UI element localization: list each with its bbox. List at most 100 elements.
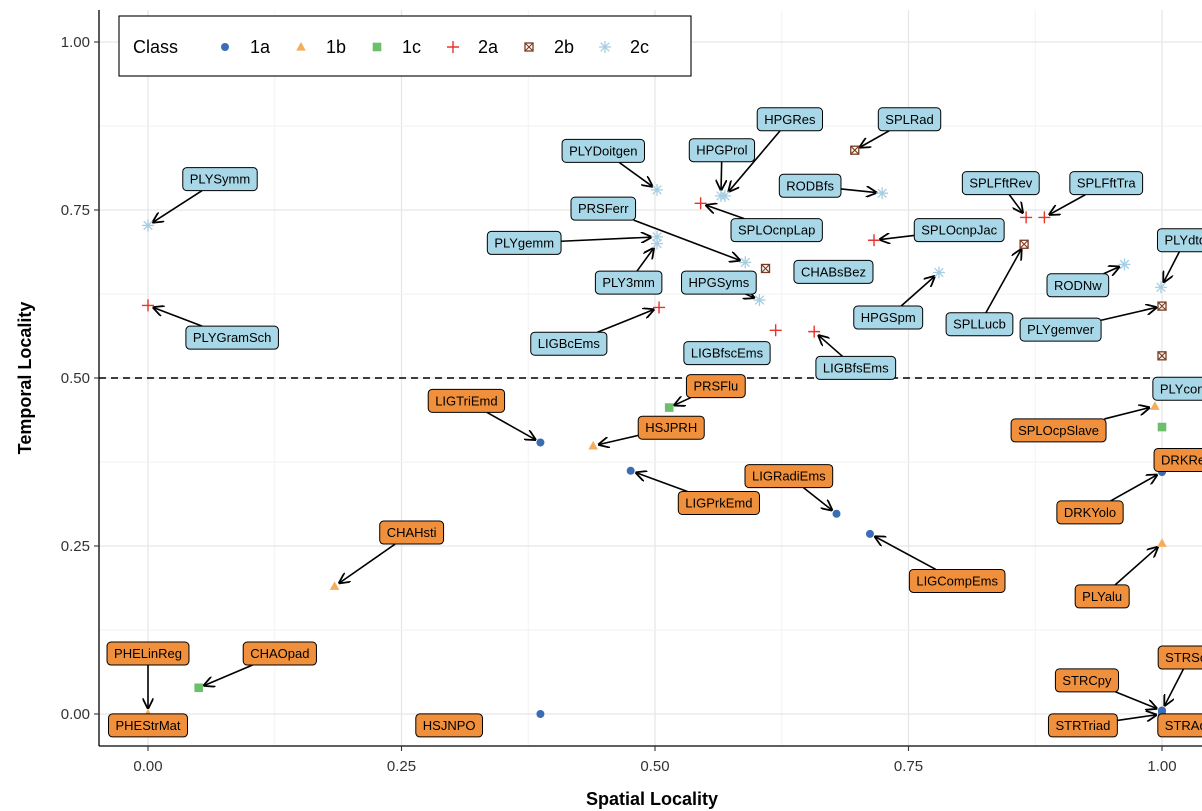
legend-title: Class — [133, 37, 178, 57]
label-PLYSymm: PLYSymm — [182, 167, 258, 192]
legend-key-1c — [372, 42, 382, 52]
label-DRKYolo: DRKYolo — [1056, 500, 1124, 525]
legend-label-2c: 2c — [630, 37, 649, 57]
point-LIGBcEms — [653, 301, 666, 314]
label-text-LIGBfscEms: LIGBfscEms — [691, 346, 764, 361]
label-HSJNPO: HSJNPO — [415, 713, 484, 738]
point-PRSFlu — [664, 403, 674, 412]
label-text-SPLOcnpJac: SPLOcnpJac — [921, 223, 997, 238]
label-text-PLYalu: PLYalu — [1082, 589, 1122, 604]
point-LIGPrkEmd — [626, 466, 635, 475]
x-axis-title: Spatial Locality — [586, 789, 718, 809]
point-LIGCompEms — [865, 529, 874, 538]
label-HPGSyms: HPGSyms — [681, 270, 757, 295]
point-LIGTriEmd — [536, 438, 545, 447]
label-text-HSJPRH: HSJPRH — [645, 420, 697, 435]
label-text-LIGCompEms: LIGCompEms — [916, 573, 998, 588]
x-tick-label-2: 0.50 — [640, 758, 669, 775]
label-PLY3mm: PLY3mm — [594, 270, 663, 295]
connector-RODNw — [1103, 267, 1119, 274]
connector-PRSFlu — [675, 398, 692, 405]
x-tick-label-1: 0.25 — [387, 758, 416, 775]
label-DRKRes: DRKRes — [1153, 447, 1202, 472]
label-text-STRSca: STRSca — [1165, 650, 1202, 665]
legend: Class 1a 1b 1c 2a 2b 2c — [118, 15, 692, 77]
connector-HPGProl — [721, 161, 722, 190]
label-text-SPLFftTra: SPLFftTra — [1077, 176, 1137, 191]
connector-DRKYolo — [1110, 475, 1157, 502]
label-LIGBfscEms: LIGBfscEms — [683, 341, 771, 366]
label-PHEStrMat: PHEStrMat — [107, 713, 189, 738]
point-LIGBfscEms — [769, 324, 782, 337]
label-text-HSJNPO: HSJNPO — [423, 718, 476, 733]
label-text-HPGSpm: HPGSpm — [861, 310, 916, 325]
legend-label-1a: 1a — [250, 37, 271, 57]
label-text-PHEStrMat: PHEStrMat — [115, 718, 180, 733]
label-text-LIGBcEms: LIGBcEms — [538, 336, 601, 351]
point-PLYgemver — [1157, 301, 1167, 311]
connector-RODBfs — [840, 189, 876, 193]
connector-SPLFftTra — [1050, 193, 1086, 215]
point-DRKRes — [1157, 422, 1167, 432]
x-tick-label-3: 0.75 — [894, 758, 923, 775]
label-LIGRadiEms: LIGRadiEms — [744, 464, 834, 489]
legend-key-1a — [221, 43, 229, 51]
label-LIGBcEms: LIGBcEms — [530, 331, 608, 356]
y-axis-title: Temporal Locality — [15, 302, 35, 455]
label-LIGTriEmd: LIGTriEmd — [427, 388, 506, 413]
connector-STRSca — [1165, 668, 1185, 705]
connector-PLYgemver — [1100, 307, 1156, 322]
label-SPLFftRev: SPLFftRev — [961, 171, 1040, 196]
label-text-HPGProl: HPGProl — [696, 143, 747, 158]
label-PLYgemm: PLYgemm — [486, 230, 562, 255]
point-PLYDoitgen — [651, 183, 664, 196]
label-text-SPLOcpSlave: SPLOcpSlave — [1018, 423, 1099, 438]
connector-HSJPRH — [599, 434, 639, 444]
label-text-HPGSyms: HPGSyms — [689, 275, 750, 290]
label-text-LIGPrkEmd: LIGPrkEmd — [685, 495, 752, 510]
label-text-PLYgemm: PLYgemm — [494, 235, 554, 250]
label-text-RODBfs: RODBfs — [786, 178, 834, 193]
label-text-RODNw: RODNw — [1054, 278, 1102, 293]
point-CHAHsti — [329, 581, 340, 590]
label-SPLLucb: SPLLucb — [945, 312, 1014, 337]
label-text-SPLFftRev: SPLFftRev — [969, 176, 1032, 191]
y-tick-label-2: 0.50 — [61, 370, 90, 387]
label-text-PLYSymm: PLYSymm — [190, 172, 250, 187]
legend-key-2b — [524, 42, 534, 52]
label-text-STRAdd: STRAdd — [1165, 718, 1202, 733]
point-SPLRad — [850, 145, 860, 155]
point-HPGSyms — [753, 294, 766, 307]
label-text-CHAHsti: CHAHsti — [387, 525, 437, 540]
label-text-LIGRadiEms: LIGRadiEms — [752, 469, 826, 484]
point-RODBfs — [876, 187, 889, 200]
y-tick-label-1: 0.25 — [61, 538, 90, 555]
connector-LIGBcEms — [597, 310, 653, 333]
x-tick-label-4: 1.00 — [1147, 758, 1176, 775]
point-SPLOcnpJac — [868, 234, 881, 247]
connector-HPGSyms — [746, 294, 754, 298]
label-CHABsBez: CHABsBez — [793, 259, 874, 284]
label-text-PLYdtd: PLYdtd — [1164, 233, 1202, 248]
label-text-PLY3mm: PLY3mm — [602, 275, 655, 290]
label-text-PLYGramSch: PLYGramSch — [193, 330, 272, 345]
label-PLYalu: PLYalu — [1074, 584, 1130, 609]
connector-PLYGramSch — [154, 308, 203, 327]
point-PLY3mm — [651, 237, 664, 250]
connector-PLYDoitgen — [618, 161, 652, 186]
label-CHAHsti: CHAHsti — [379, 520, 445, 545]
connector-PRSFerr — [633, 219, 740, 260]
connector-SPLLucb — [985, 250, 1021, 314]
legend-key-1b — [296, 42, 306, 51]
connector-LIGRadiEms — [802, 486, 831, 510]
connector-PLY3mm — [636, 248, 653, 272]
label-text-SPLRad: SPLRad — [885, 112, 933, 127]
label-PLYcon2d: PLYcon2d — [1152, 376, 1202, 401]
label-text-SPLOcnpLap: SPLOcnpLap — [738, 223, 815, 238]
point-PLYalu — [1157, 538, 1167, 547]
connector-PLYgemm — [561, 237, 651, 241]
point-LIGBfsEms — [808, 325, 821, 338]
label-text-PRSFlu: PRSFlu — [693, 379, 738, 394]
label-text-PLYDoitgen: PLYDoitgen — [569, 143, 637, 158]
